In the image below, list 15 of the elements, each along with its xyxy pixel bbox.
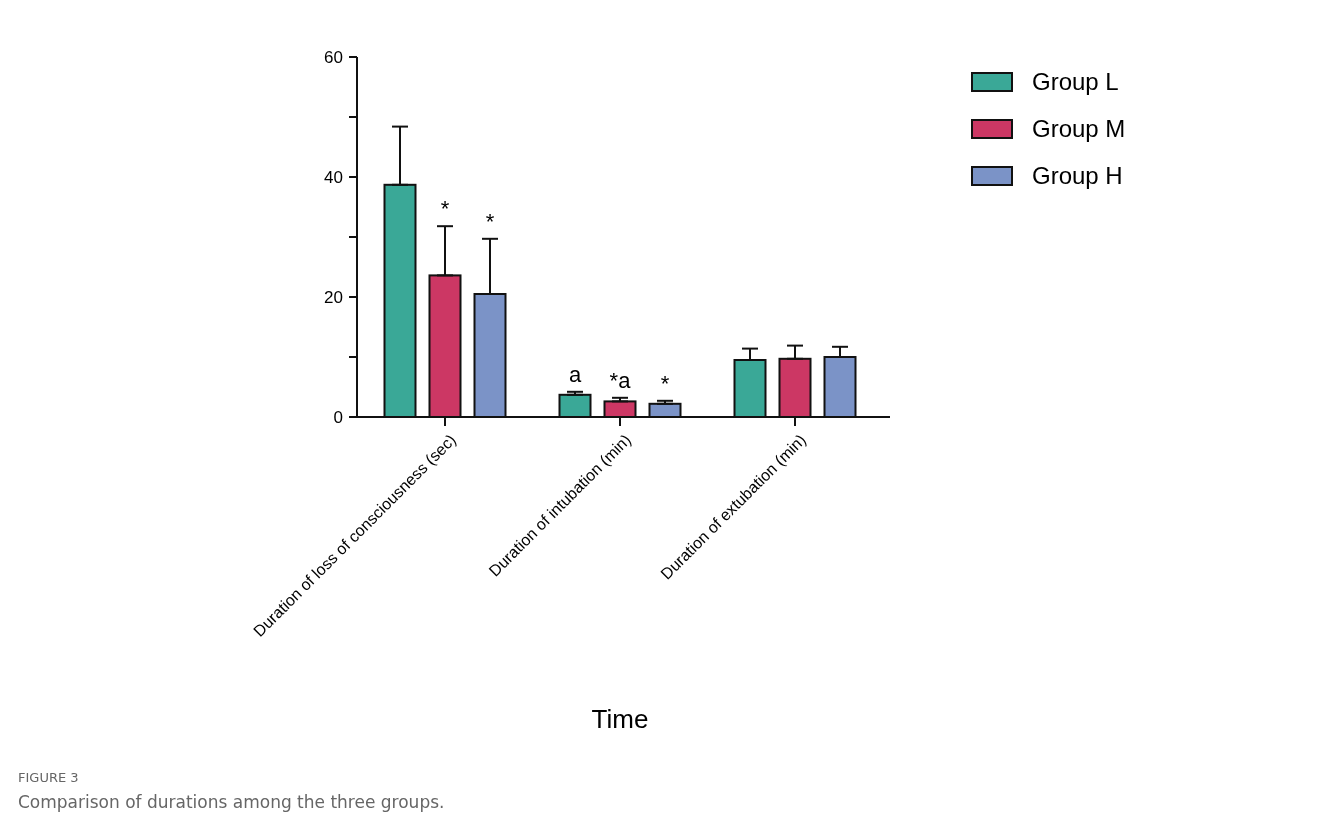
annotation: * — [440, 196, 450, 222]
y-tick-label: 60 — [324, 47, 343, 67]
y-tick-label: 20 — [324, 287, 343, 307]
y-tick-label: 0 — [333, 407, 343, 427]
x-axis-title: Time — [591, 704, 649, 734]
legend-label: Group L — [1032, 68, 1119, 96]
y-tick-label: 40 — [324, 167, 343, 187]
caption: FIGURE 3 — [18, 770, 79, 785]
annotation: a — [568, 361, 582, 387]
annotation: *a — [609, 367, 632, 393]
legend-label: Group M — [1032, 115, 1126, 143]
annotation: * — [485, 208, 495, 234]
legend-label: Group H — [1032, 162, 1123, 190]
text: Comparison of durations among the three groups. — [18, 792, 445, 812]
annotation: * — [660, 370, 670, 396]
